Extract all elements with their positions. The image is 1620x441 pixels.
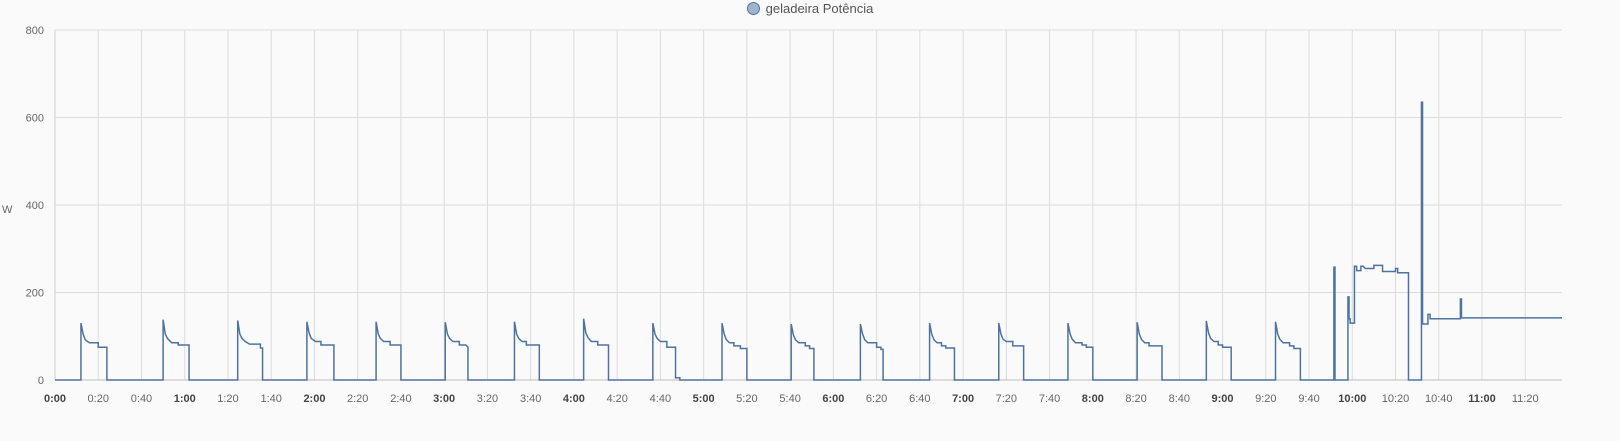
legend[interactable]: geladeira Potência [0,0,1620,16]
x-tick-label: 8:00 [1082,393,1104,405]
y-axis-label: W [2,204,13,216]
x-tick-label: 2:00 [303,393,325,405]
x-tick-label: 9:00 [1212,393,1234,405]
x-tick-label: 3:40 [520,393,541,405]
y-tick-label: 0 [38,375,44,387]
x-tick-label: 1:00 [174,393,196,405]
x-tick-label: 5:00 [693,393,715,405]
x-tick-label: 5:40 [779,393,800,405]
x-tick-label: 6:40 [909,393,930,405]
legend-swatch-icon [746,1,760,15]
x-tick-label: 4:40 [650,393,671,405]
series-line-0[interactable] [55,101,1562,381]
x-tick-label: 2:20 [347,393,368,405]
x-tick-label: 3:20 [477,393,498,405]
x-tick-label: 5:20 [736,393,757,405]
y-tick-label: 600 [26,113,44,125]
x-tick-label: 0:20 [88,393,109,405]
y-tick-label: 800 [26,25,44,37]
x-tick-label: 7:00 [952,393,974,405]
x-tick-label: 8:20 [1125,393,1146,405]
x-tick-label: 10:40 [1425,393,1453,405]
y-tick-label: 400 [26,200,44,212]
x-tick-label: 1:20 [217,393,238,405]
x-tick-label: 11:00 [1468,393,1496,405]
y-tick-label: 200 [26,288,44,300]
x-tick-label: 1:40 [261,393,282,405]
x-tick-label: 8:40 [1169,393,1190,405]
x-tick-label: 0:40 [131,393,152,405]
x-tick-label: 0:00 [44,393,66,405]
x-tick-label: 7:20 [996,393,1017,405]
x-tick-label: 10:20 [1382,393,1410,405]
legend-label: geladeira Potência [765,0,874,16]
x-tick-label: 7:40 [1039,393,1060,405]
x-tick-label: 6:00 [822,393,844,405]
x-tick-label: 3:00 [433,393,455,405]
x-tick-label: 10:00 [1338,393,1366,405]
x-tick-label: 9:20 [1255,393,1276,405]
x-tick-label: 4:00 [563,393,585,405]
x-tick-label: 11:20 [1512,393,1539,405]
x-tick-label: 2:40 [390,393,411,405]
x-tick-label: 4:20 [606,393,627,405]
x-tick-label: 6:20 [866,393,887,405]
x-tick-label: 9:40 [1298,393,1319,405]
